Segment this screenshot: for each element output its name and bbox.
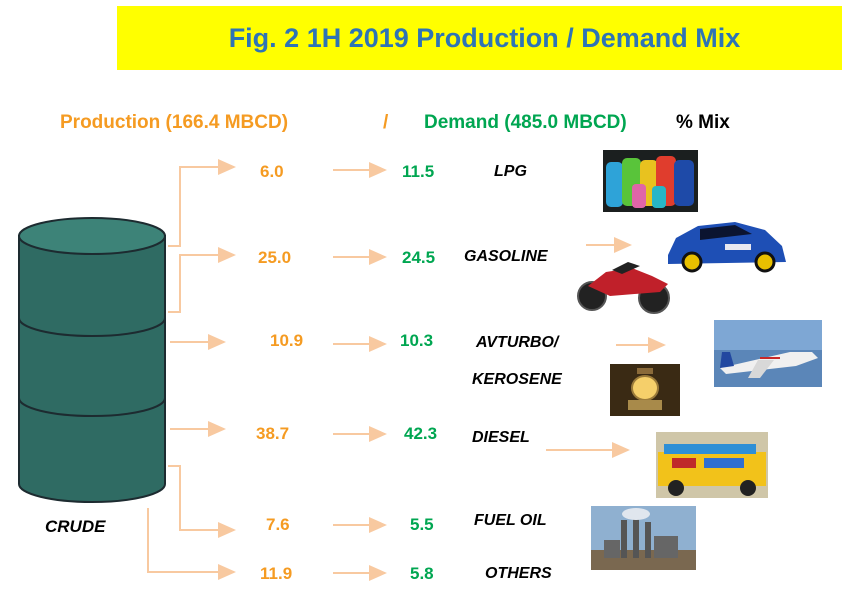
- production-header: Production (166.4 MBCD): [60, 112, 289, 133]
- lpg-cylinders-icon: [603, 150, 698, 212]
- crude-barrel: [18, 217, 166, 503]
- production-value-lpg: 6.0: [260, 162, 284, 181]
- product-label-avturbo: AVTURBO/: [476, 334, 559, 351]
- title-banner: Fig. 2 1H 2019 Production / Demand Mix: [117, 6, 842, 70]
- product-label-lpg: LPG: [494, 163, 527, 180]
- production-value-diesel: 38.7: [256, 424, 290, 443]
- header-slash: /: [383, 112, 389, 133]
- demand-header: Demand (485.0 MBCD): [424, 112, 627, 133]
- motorcycle-icon: [577, 262, 670, 314]
- demand-value-lpg: 11.5: [402, 162, 435, 181]
- production-value-gasoline: 25.0: [258, 248, 292, 267]
- demand-value-diesel: 42.3: [404, 424, 438, 443]
- jeepney-icon: [656, 432, 768, 498]
- product-label-kerosene: KEROSENE: [472, 371, 562, 388]
- product-label-others: OTHERS: [485, 565, 552, 582]
- production-value-fuel-oil: 7.6: [266, 515, 290, 534]
- connectors: [147, 166, 226, 573]
- demand-value-others: 5.8: [410, 564, 434, 583]
- production-value-others: 11.9: [260, 564, 293, 583]
- product-label-gasoline: GASOLINE: [464, 248, 548, 265]
- product-label-fuel-oil: FUEL OIL: [474, 512, 547, 529]
- product-label-diesel: DIESEL: [472, 429, 530, 446]
- figure-title: Fig. 2 1H 2019 Production / Demand Mix: [228, 22, 741, 53]
- kerosene-lantern-icon: [610, 364, 680, 416]
- crude-label: CRUDE: [45, 517, 106, 536]
- power-plant-icon: [591, 506, 696, 570]
- demand-value-gasoline: 24.5: [402, 248, 436, 267]
- demand-value-fuel-oil: 5.5: [410, 515, 434, 534]
- demand-value-avturbo: 10.3: [400, 331, 434, 350]
- arrows: [208, 159, 666, 581]
- rally-car-icon: [668, 222, 786, 273]
- mix-header: % Mix: [676, 112, 730, 133]
- production-value-avturbo: 10.9: [270, 331, 304, 350]
- airplane-icon: [714, 320, 822, 387]
